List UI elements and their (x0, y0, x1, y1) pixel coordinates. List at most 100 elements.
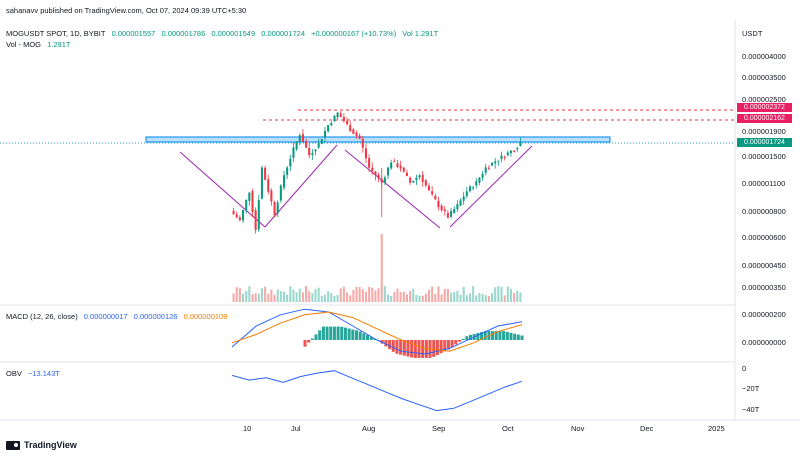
macd-hist-bar (483, 331, 487, 340)
volume-bar (409, 290, 412, 302)
volume-bar (254, 293, 257, 302)
candles-layer (232, 110, 522, 234)
volume-bar (390, 295, 393, 302)
macd-hist-bar (384, 340, 388, 347)
volume-bar (383, 286, 386, 302)
pattern-line (264, 144, 338, 228)
volume-legend: Vol - MOG 1.291T (6, 40, 74, 49)
macd-hist-bar (439, 340, 443, 354)
macd-hist-bar (421, 340, 425, 358)
candle-body (245, 200, 248, 211)
candle-body (418, 175, 421, 178)
candle-body (279, 185, 282, 201)
candle-body (390, 162, 393, 169)
time-tick: Nov (571, 424, 585, 433)
pattern-lines (179, 144, 533, 229)
macd-hist-bar (329, 326, 333, 340)
candle-body (415, 177, 418, 181)
currency-label: USDT (742, 29, 763, 38)
ohlc-volume: Vol 1.291T (402, 29, 439, 38)
volume-bar (276, 289, 279, 302)
volume-bar (405, 294, 408, 302)
candle-body (513, 151, 516, 153)
volume-bar (292, 289, 295, 302)
macd-hist-bar (343, 327, 347, 340)
macd-hist-bar (358, 331, 362, 340)
macd-hist-bar (380, 340, 384, 344)
volume-bar (456, 290, 459, 302)
volume-bar (424, 293, 427, 302)
macd-hist-bar (476, 333, 480, 340)
macd-hist-bar (406, 340, 410, 357)
price-tick: 0.000000350 (742, 283, 786, 292)
ohlc-change: +0.000000167 (+10.73%) (311, 29, 397, 38)
volume-bar (346, 292, 349, 302)
volume-bar (336, 294, 339, 302)
candle-body (509, 150, 512, 154)
macd-hist-bar (391, 340, 395, 352)
candle-body (311, 152, 314, 155)
volume-bar (286, 294, 289, 302)
candle-body (424, 180, 427, 186)
volume-bar (478, 292, 481, 302)
candle-body (503, 157, 506, 159)
candle-body (368, 158, 371, 168)
candle-body (468, 186, 472, 192)
volume-bar (355, 286, 358, 302)
volume-bar (339, 288, 342, 302)
candle-body (374, 171, 377, 176)
time-tick: 10 (243, 424, 252, 433)
volume-bar (484, 295, 487, 302)
volume-bar (317, 287, 320, 302)
price-tick: 0.000000600 (742, 233, 786, 242)
price-tick: 0.000001100 (742, 179, 786, 188)
candle-body (270, 190, 273, 202)
volume-bar (465, 295, 468, 302)
volume-bar (364, 291, 367, 302)
time-tick: Jul (291, 424, 301, 433)
volume-bar (301, 292, 304, 302)
volume-bar (371, 287, 374, 302)
candle-body (459, 200, 462, 206)
obv-value: −13.143T (27, 369, 60, 378)
candle-body (405, 172, 408, 176)
macd-hist-bar (402, 340, 406, 356)
volume-bar (396, 288, 399, 302)
candle-body (346, 120, 349, 125)
macd-value-macd: 0.000000126 (133, 312, 178, 321)
candle-body (254, 210, 257, 230)
candle-body (453, 209, 456, 214)
macd-legend: MACD (12, 26, close) 0.000000017 0.00000… (6, 312, 231, 321)
candle-body (377, 174, 380, 179)
candle-body (242, 209, 245, 221)
volume-bar (245, 291, 248, 302)
volume-layer (232, 234, 522, 302)
volume-bar (314, 289, 317, 302)
footer-brand[interactable]: TradingView (6, 440, 77, 450)
volume-bar (468, 293, 472, 302)
volume-bar (295, 292, 298, 302)
volume-bar (279, 291, 282, 302)
macd-hist-bar (432, 340, 436, 357)
volume-bar (446, 288, 449, 302)
candle-body (336, 112, 339, 118)
candle-body (292, 147, 295, 158)
volume-bar (349, 295, 352, 302)
macd-label: MACD (12, 26, close) (6, 312, 78, 321)
time-tick: Aug (362, 424, 376, 433)
volume-bar (437, 286, 440, 302)
volume-bar (450, 292, 453, 302)
candle-body (305, 140, 308, 148)
candle-body (446, 213, 449, 218)
macd-value-histogram: 0.000000017 (83, 312, 128, 321)
price-tag-last: 0.000001724 (737, 138, 792, 147)
volume-bar (235, 287, 238, 302)
volume-bar (503, 295, 506, 302)
candle-body (342, 117, 345, 122)
macd-hist-bar (321, 326, 325, 340)
volume-bar (232, 293, 235, 302)
macd-line (231, 308, 523, 355)
volume-bar (320, 295, 323, 302)
volume-bar (500, 286, 503, 302)
candle-body (396, 163, 399, 167)
